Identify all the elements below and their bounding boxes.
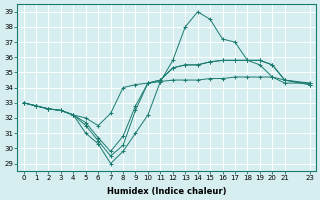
X-axis label: Humidex (Indice chaleur): Humidex (Indice chaleur) [107,187,226,196]
